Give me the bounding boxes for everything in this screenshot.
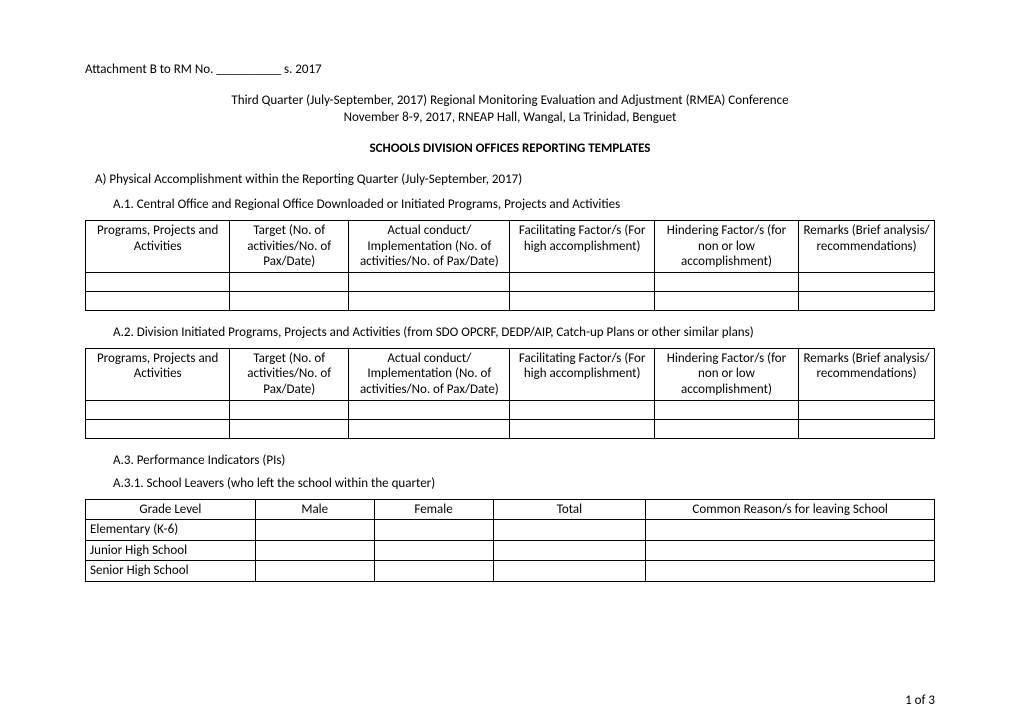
a2-heading: A.2. Division Initiated Programs, Projec…: [85, 325, 935, 340]
a1-col-5: Remarks (Brief analysis/ recommendations…: [799, 221, 935, 273]
a2-col-4: Hindering Factor/s (for non or low accom…: [654, 348, 798, 400]
a2-col-2: Actual conduct/ Implementation (No. of a…: [349, 348, 510, 400]
a1-col-4: Hindering Factor/s (for non or low accom…: [654, 221, 798, 273]
table-row: Junior High School: [86, 540, 935, 561]
table-row: [86, 291, 935, 310]
a31-row-0: Elementary (K-6): [86, 520, 256, 541]
a2-col-1: Target (No. of activities/No. of Pax/Dat…: [230, 348, 349, 400]
section-a-heading: A) Physical Accomplishment within the Re…: [85, 172, 935, 187]
conference-title: Third Quarter (July-September, 2017) Reg…: [85, 93, 935, 108]
attachment-line: Attachment B to RM No. __________ s. 201…: [85, 62, 935, 77]
a31-col-1: Male: [255, 499, 374, 520]
table-row: Senior High School: [86, 561, 935, 582]
a1-heading: A.1. Central Office and Regional Office …: [85, 197, 935, 212]
a2-col-5: Remarks (Brief analysis/ recommendations…: [799, 348, 935, 400]
a2-col-3: Facilitating Factor/s (For high accompli…: [510, 348, 654, 400]
a31-col-3: Total: [493, 499, 646, 520]
page-number: 1 of 3: [905, 693, 935, 708]
table-a2: Programs, Projects and Activities Target…: [85, 348, 935, 439]
table-a1-header-row: Programs, Projects and Activities Target…: [86, 221, 935, 273]
table-row: [86, 419, 935, 438]
conference-subtitle: November 8-9, 2017, RNEAP Hall, Wangal, …: [85, 110, 935, 125]
a31-col-4: Common Reason/s for leaving School: [646, 499, 935, 520]
table-a31-header-row: Grade Level Male Female Total Common Rea…: [86, 499, 935, 520]
table-row: [86, 400, 935, 419]
a1-col-3: Facilitating Factor/s (For high accompli…: [510, 221, 654, 273]
a3-heading: A.3. Performance Indicators (PIs): [85, 453, 935, 468]
table-row: [86, 272, 935, 291]
a1-col-2: Actual conduct/ Implementation (No. of a…: [349, 221, 510, 273]
section-title: SCHOOLS DIVISION OFFICES REPORTING TEMPL…: [85, 141, 935, 156]
a31-heading: A.3.1. School Leavers (who left the scho…: [85, 476, 935, 491]
table-a31: Grade Level Male Female Total Common Rea…: [85, 499, 935, 582]
a1-col-1: Target (No. of activities/No. of Pax/Dat…: [230, 221, 349, 273]
table-a2-header-row: Programs, Projects and Activities Target…: [86, 348, 935, 400]
a2-col-0: Programs, Projects and Activities: [86, 348, 230, 400]
a1-col-0: Programs, Projects and Activities: [86, 221, 230, 273]
a31-row-2: Senior High School: [86, 561, 256, 582]
a31-col-0: Grade Level: [86, 499, 256, 520]
a31-row-1: Junior High School: [86, 540, 256, 561]
a31-col-2: Female: [374, 499, 493, 520]
table-a1: Programs, Projects and Activities Target…: [85, 220, 935, 311]
title-block: Third Quarter (July-September, 2017) Reg…: [85, 93, 935, 125]
table-row: Elementary (K-6): [86, 520, 935, 541]
